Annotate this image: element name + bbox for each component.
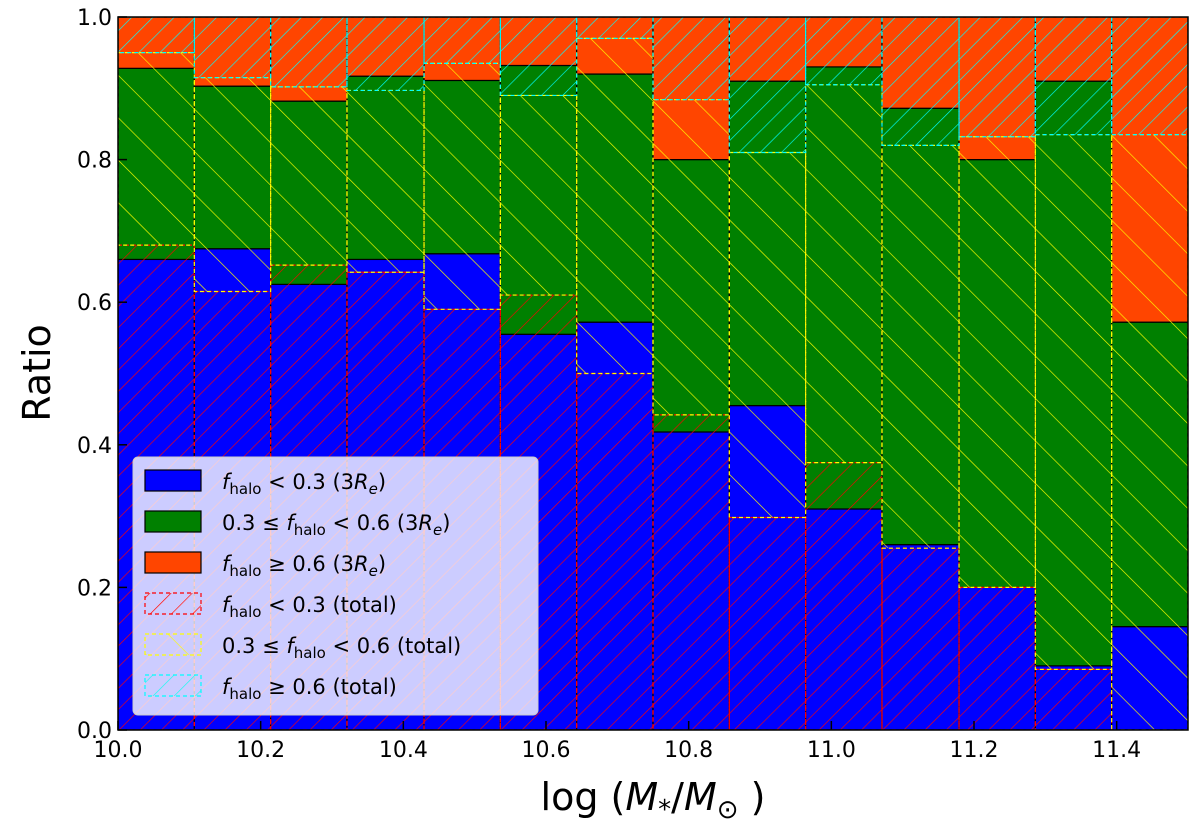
bar-total-s1-b12 [1034, 134, 1113, 670]
bar-total-s0-b7 [652, 414, 730, 730]
bar-total-s1-b3 [346, 89, 425, 273]
x-tick-label-7: 11.4 [1092, 738, 1141, 763]
x-tick-label-4: 10.8 [664, 738, 713, 763]
bar-total-s1-b8 [728, 151, 807, 519]
x-tick-label-3: 10.6 [522, 738, 571, 763]
bar-total-s0-b6 [576, 372, 654, 730]
bar-total-s0-b12 [1034, 668, 1113, 730]
bar-total-s0-b11 [958, 586, 1036, 730]
bar-total-s2-b5 [499, 17, 578, 97]
y-axis-label: Ratio [15, 324, 59, 422]
bar-total-s1-b4 [423, 62, 501, 310]
y-tick-label-5: 1.0 [77, 6, 112, 31]
bar-total-s2-b7 [652, 17, 730, 101]
bar-total-s0-b10 [881, 547, 960, 730]
x-tick-label-1: 10.2 [236, 738, 285, 763]
bar-total-s1-b11 [958, 136, 1036, 588]
y-tick-label-0: 0.0 [77, 719, 112, 744]
x-axis-label: log (M*/M⊙ ) [541, 775, 766, 825]
bar-total-s2-b0 [118, 17, 195, 54]
y-tick-label-3: 0.6 [77, 291, 112, 316]
bar-total-s1-b1 [193, 77, 272, 293]
x-tick-label-6: 11.2 [950, 738, 999, 763]
legend: fhalo < 0.3 (3Re) 0.3 ≤ fhalo < 0.6 (3Re)… [132, 456, 539, 716]
bar-total-s0-b9 [805, 462, 883, 730]
axis-ticks: 10.0 10.2 10.4 10.6 10.8 11.0 11.2 11.4 0.0 0.2 0.… [77, 6, 1141, 763]
bar-total-s2-b12 [1034, 17, 1113, 136]
y-tick-label-4: 0.8 [77, 149, 112, 174]
bar-total-s1-b13 [1111, 134, 1188, 730]
legend-handle-0 [144, 469, 202, 492]
legend-handle-3 [144, 592, 202, 615]
bar-total-s2-b9 [805, 17, 883, 86]
bar-total-s2-b11 [958, 17, 1036, 138]
bar-total-s1-b6 [576, 37, 654, 375]
bar-total-s2-b1 [193, 17, 272, 79]
legend-label-1: 0.3 ≤ fhalo < 0.6 (3Re) [222, 511, 450, 539]
legend-label-3: fhalo < 0.3 (total) [222, 593, 397, 621]
bar-total-s2-b8 [728, 17, 807, 154]
bar-total-s2-b13 [1111, 17, 1188, 136]
legend-label-0: fhalo < 0.3 (3Re) [222, 470, 386, 498]
bar-total-s2-b2 [270, 17, 348, 88]
legend-label-2: fhalo ≥ 0.6 (3Re) [222, 552, 386, 580]
bar-total-s1-b2 [270, 86, 348, 266]
legend-label-4: 0.3 ≤ fhalo < 0.6 (total) [222, 634, 461, 662]
bar-total-s1-b5 [499, 94, 578, 296]
plot-frame [117, 16, 1189, 731]
bar-total-s2-b3 [346, 17, 425, 92]
bar-total-s1-b9 [805, 84, 883, 464]
y-tick-label-2: 0.4 [77, 434, 112, 459]
bar-total-s2-b10 [881, 17, 960, 146]
legend-handle-2 [144, 551, 202, 574]
legend-label-5: fhalo ≥ 0.6 (total) [222, 675, 397, 703]
bar-total-s0-b8 [728, 516, 807, 730]
bar-total-s1-b0 [118, 52, 195, 246]
x-tick-label-2: 10.4 [379, 738, 428, 763]
legend-frame [132, 456, 539, 716]
legend-handle-4 [144, 633, 202, 656]
x-tick-label-0: 10.0 [94, 738, 143, 763]
y-tick-label-1: 0.2 [77, 576, 112, 601]
legend-handle-5 [144, 674, 202, 697]
bar-total-s1-b7 [652, 99, 730, 416]
bar-total-s2-b6 [576, 17, 654, 39]
bar-total-s1-b10 [881, 144, 960, 549]
x-tick-label-5: 11.0 [807, 738, 856, 763]
bar-total-s2-b4 [423, 17, 501, 64]
legend-handle-1 [144, 510, 202, 533]
